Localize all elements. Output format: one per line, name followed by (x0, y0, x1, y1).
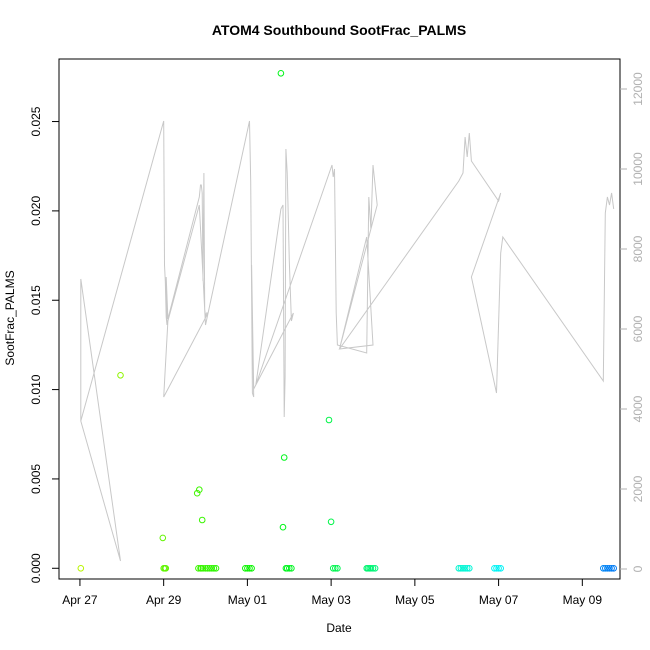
data-point (334, 565, 341, 572)
data-point (329, 565, 337, 572)
y2-tick-label: 6000 (631, 315, 645, 342)
y2-tick-label: 12000 (631, 72, 645, 106)
data-point (280, 454, 288, 461)
chart-title: ATOM4 Southbound SootFrac_PALMS (212, 22, 466, 38)
instrument-line (80, 120, 615, 562)
y-axis-right: 0 2000 4000 6000 8000 10000 12000 (620, 72, 645, 572)
data-point (497, 565, 505, 572)
data-point (196, 486, 203, 494)
data-point (77, 565, 85, 572)
data-point (198, 516, 206, 524)
data-point (162, 565, 170, 572)
data-point (246, 565, 253, 572)
data-point (493, 565, 500, 572)
x-tick-label: May 05 (395, 593, 435, 607)
data-point (495, 565, 502, 572)
x-axis-label: Date (326, 621, 352, 635)
data-point (199, 565, 207, 572)
data-point (461, 565, 469, 572)
data-point (288, 565, 295, 572)
data-point (208, 565, 216, 572)
data-point (193, 489, 201, 497)
data-point (610, 565, 618, 572)
y-tick-label: 0.025 (29, 106, 43, 136)
data-point (600, 565, 607, 572)
data-point (244, 565, 251, 572)
data-point (248, 565, 255, 572)
x-axis: Apr 27 Apr 29 May 01 May 03 May 05 May 07 May … (62, 578, 603, 607)
x-tick-label: May 09 (563, 593, 603, 607)
y2-tick-label: 4000 (631, 395, 645, 422)
data-point (459, 565, 467, 572)
data-point (204, 565, 211, 572)
data-point (602, 565, 609, 572)
data-point (325, 416, 333, 424)
y2-tick-label: 2000 (631, 475, 645, 502)
sootfrac-point-series (77, 70, 618, 572)
data-point (604, 565, 611, 572)
x-tick-label: May 03 (311, 593, 351, 607)
data-point (206, 565, 213, 572)
x-tick-label: May 01 (228, 593, 268, 607)
x-tick-label: May 07 (479, 593, 519, 607)
y2-tick-label: 8000 (631, 235, 645, 262)
y-axis-label: SootFrac_PALMS (3, 270, 17, 365)
data-point (463, 565, 471, 572)
y2-tick-label: 0 (631, 565, 645, 572)
data-point (210, 565, 218, 572)
data-point (606, 565, 613, 572)
y2-tick-label: 10000 (631, 152, 645, 186)
data-point (242, 565, 249, 572)
data-point (367, 565, 375, 572)
data-point (455, 565, 463, 572)
data-point (283, 565, 291, 572)
data-point (327, 518, 335, 526)
data-point (279, 523, 287, 531)
data-point (159, 534, 167, 542)
x-tick-label: Apr 27 (62, 593, 98, 607)
data-point (195, 565, 202, 572)
data-point (369, 565, 377, 572)
y-tick-label: 0.005 (29, 464, 43, 494)
data-point (608, 565, 615, 572)
data-point (277, 70, 285, 77)
y-axis-left: 0.000 0.005 0.010 0.015 0.020 0.025 (29, 106, 59, 583)
x-tick-label: Apr 29 (146, 593, 182, 607)
plot-frame (58, 58, 621, 580)
data-point (202, 565, 209, 572)
instrument-line-series (80, 120, 615, 562)
data-point (286, 565, 293, 572)
y-tick-label: 0.000 (29, 553, 43, 583)
data-point (371, 565, 379, 572)
data-point (212, 565, 220, 572)
y-tick-label: 0.010 (29, 374, 43, 404)
y-tick-label: 0.015 (29, 285, 43, 315)
data-point (491, 565, 498, 572)
y-tick-label: 0.020 (29, 196, 43, 226)
data-point (457, 565, 465, 572)
data-point (117, 372, 124, 379)
data-point (332, 565, 339, 572)
data-point (466, 565, 473, 572)
